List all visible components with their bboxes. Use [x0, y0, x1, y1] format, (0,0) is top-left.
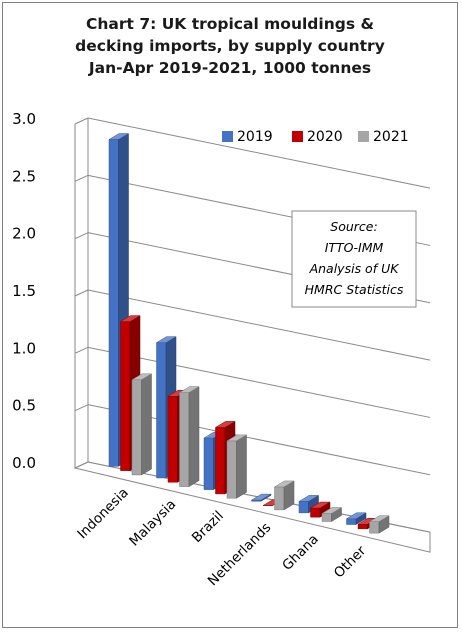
bar-top — [155, 336, 177, 343]
bar-front — [369, 521, 380, 534]
bar-top — [214, 421, 236, 428]
gridline-side — [74, 404, 89, 412]
gridline-side — [74, 346, 89, 354]
bar-top — [131, 373, 153, 381]
gridline-side — [74, 289, 89, 297]
chart-title-line: decking imports, by supply country — [75, 37, 385, 55]
bar-front — [131, 379, 142, 476]
legend-label: 2021 — [373, 129, 409, 145]
bar-top — [226, 434, 248, 442]
category-label: Indonesia — [74, 485, 131, 542]
bar-front — [310, 507, 321, 518]
bar-front — [167, 396, 178, 483]
bar-top — [298, 495, 320, 502]
y-tick-label: 2.0 — [12, 225, 36, 243]
bar-top — [119, 315, 141, 322]
source-text: Source: — [330, 219, 377, 234]
y-tick-label: 1.0 — [12, 339, 36, 357]
bar-side — [188, 386, 200, 488]
bar-front — [203, 437, 214, 490]
bar-top — [178, 386, 200, 393]
category-label: Other — [331, 543, 370, 582]
chart-title: Chart 7: UK tropical mouldings & decking… — [3, 13, 457, 79]
gridline-side — [74, 174, 89, 182]
gridline-side — [74, 232, 89, 240]
bar-front — [298, 501, 309, 514]
category-label: Malaysia — [126, 496, 179, 549]
chart-title-line: Jan-Apr 2019-2021, 1000 tonnes — [88, 59, 372, 77]
bar-side — [141, 373, 152, 476]
gridline — [87, 289, 431, 361]
floor — [73, 461, 431, 553]
y-tick-label: 3.0 — [12, 110, 36, 128]
bar-front — [108, 139, 119, 467]
chart-frame: Chart 7: UK tropical mouldings & decking… — [2, 2, 458, 628]
source-box — [291, 210, 417, 308]
bar-top — [321, 507, 343, 514]
bar-front — [226, 440, 237, 499]
bar-side — [236, 434, 247, 499]
legend-swatch — [358, 131, 369, 142]
gridline-side — [74, 117, 89, 125]
legend-swatch — [292, 131, 303, 142]
legend-label: 2020 — [307, 129, 343, 145]
bar-top — [309, 501, 331, 509]
gridline — [87, 117, 431, 189]
legend-label: 2019 — [237, 129, 273, 145]
bar-front — [156, 342, 167, 479]
bar-front — [215, 427, 226, 495]
gridline — [87, 346, 431, 418]
bar-front — [274, 486, 285, 511]
y-tick-label: 0.0 — [12, 454, 36, 472]
bar-top — [368, 515, 390, 522]
bar-front — [346, 518, 357, 525]
bar-top — [250, 493, 272, 501]
bar-front — [179, 392, 190, 487]
source-text: HMRC Statistics — [305, 282, 404, 297]
bar-top — [273, 480, 295, 488]
bar-front — [120, 321, 131, 471]
y-tick-label: 0.5 — [12, 397, 36, 415]
y-tick-label: 1.5 — [12, 282, 36, 300]
bar-front — [357, 523, 368, 530]
bar-top — [108, 133, 130, 140]
chart-title-line: Chart 7: UK tropical mouldings & — [86, 15, 374, 33]
category-label: Brazil — [189, 508, 227, 546]
legend-swatch — [222, 131, 233, 142]
category-label: Ghana — [279, 531, 322, 574]
source-text: ITTO-IMM — [325, 240, 384, 255]
source-text: Analysis of UK — [309, 261, 401, 276]
bar-top — [345, 512, 367, 520]
bar-front — [321, 513, 332, 522]
y-tick-label: 2.5 — [12, 167, 36, 185]
